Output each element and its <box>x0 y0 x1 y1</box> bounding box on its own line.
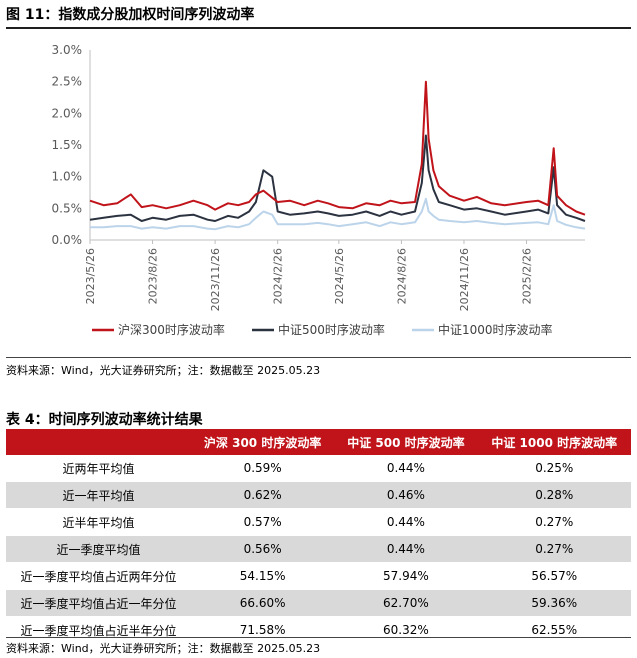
y-tick-label: 0.0% <box>52 233 83 247</box>
table-cell: 71.58% <box>191 616 335 644</box>
x-tick-label: 2024/11/26 <box>458 248 471 311</box>
x-tick-label: 2023/8/26 <box>147 248 160 304</box>
table-cell: 0.28% <box>477 481 631 509</box>
y-tick-label: 2.5% <box>52 75 83 89</box>
legend-label: 中证1000时序波动率 <box>438 322 553 337</box>
row-label: 近一年平均值 <box>6 481 191 509</box>
table-source: 资料来源：Wind，光大证券研究所；注：数据截至 2025.05.23 <box>6 642 321 655</box>
x-tick-label: 2023/5/26 <box>84 248 97 304</box>
x-tick-label: 2025/2/26 <box>521 248 534 304</box>
table-row: 近一季度平均值占近半年分位 71.58% 60.32% 62.55% <box>6 616 631 644</box>
table-row: 近一季度平均值占近两年分位 54.15% 57.94% 56.57% <box>6 562 631 590</box>
table-cell: 0.62% <box>191 481 335 509</box>
table-cell: 0.57% <box>191 508 335 536</box>
title-rule <box>6 27 631 29</box>
header-cell: 中证 500 时序波动率 <box>334 429 478 455</box>
x-tick-label: 2024/8/26 <box>395 248 408 304</box>
table-cell: 0.27% <box>477 535 631 563</box>
y-tick-label: 2.0% <box>52 106 83 120</box>
table-cell: 0.44% <box>334 535 478 563</box>
table-cell: 59.36% <box>477 589 631 617</box>
row-label: 近一季度平均值占近半年分位 <box>6 616 191 644</box>
x-tick-label: 2024/2/26 <box>272 248 285 304</box>
row-label: 近两年平均值 <box>6 455 191 482</box>
table-cell: 60.32% <box>334 616 478 644</box>
y-tick-label: 1.0% <box>52 170 83 184</box>
table-row: 近一年平均值 0.62% 0.46% 0.28% <box>6 481 631 509</box>
x-tick-label: 2024/5/26 <box>333 248 346 304</box>
table-cell: 0.56% <box>191 535 335 563</box>
table-cell: 54.15% <box>191 562 335 590</box>
table-header-row: 沪深 300 时序波动率 中证 500 时序波动率 中证 1000 时序波动率 <box>6 429 631 455</box>
source-rule <box>6 357 631 358</box>
stats-table: 沪深 300 时序波动率 中证 500 时序波动率 中证 1000 时序波动率 … <box>6 429 631 644</box>
table-bottom-rule <box>6 637 631 638</box>
table-cell: 57.94% <box>334 562 478 590</box>
row-label: 近一季度平均值占近一年分位 <box>6 589 191 617</box>
table-cell: 0.59% <box>191 455 335 482</box>
table-cell: 66.60% <box>191 589 335 617</box>
y-tick-label: 0.5% <box>52 201 83 215</box>
table-cell: 62.70% <box>334 589 478 617</box>
table-title: 表 4：时间序列波动率统计结果 <box>6 412 203 428</box>
series-line-0 <box>89 80 586 216</box>
series-line-1 <box>89 134 586 222</box>
table-cell: 0.44% <box>334 455 478 482</box>
y-tick-label: 1.5% <box>52 138 83 152</box>
x-tick-label: 2023/11/26 <box>209 248 222 311</box>
volatility-line-chart: 0.0% 0.5% 1.0% 1.5% 2.0% 2.5% 3.0% 2023/5/26 202… <box>52 43 586 337</box>
table-cell: 56.57% <box>477 562 631 590</box>
header-cell: 沪深 300 时序波动率 <box>191 429 335 455</box>
table-row: 近两年平均值 0.59% 0.44% 0.25% <box>6 455 631 482</box>
row-label: 近一季度平均值 <box>6 535 191 563</box>
figure-source: 资料来源：Wind，光大证券研究所；注：数据截至 2025.05.23 <box>6 364 321 377</box>
header-cell: 中证 1000 时序波动率 <box>477 429 631 455</box>
table-cell: 0.25% <box>477 455 631 482</box>
header-cell <box>6 429 191 455</box>
row-label: 近一季度平均值占近两年分位 <box>6 562 191 590</box>
table-cell: 62.55% <box>477 616 631 644</box>
row-label: 近半年平均值 <box>6 508 191 536</box>
figure-title: 图 11：指数成分股加权时间序列波动率 <box>6 7 255 23</box>
table-cell: 0.46% <box>334 481 478 509</box>
table-cell: 0.27% <box>477 508 631 536</box>
legend-label: 中证500时序波动率 <box>278 322 385 337</box>
legend-label: 沪深300时序波动率 <box>118 322 225 337</box>
y-tick-label: 3.0% <box>52 43 83 57</box>
table-cell: 0.44% <box>334 508 478 536</box>
series-line-2 <box>90 197 586 231</box>
table-row: 近一季度平均值 0.56% 0.44% 0.27% <box>6 535 631 563</box>
table-row: 近一季度平均值占近一年分位 66.60% 62.70% 59.36% <box>6 589 631 617</box>
table-row: 近半年平均值 0.57% 0.44% 0.27% <box>6 508 631 536</box>
